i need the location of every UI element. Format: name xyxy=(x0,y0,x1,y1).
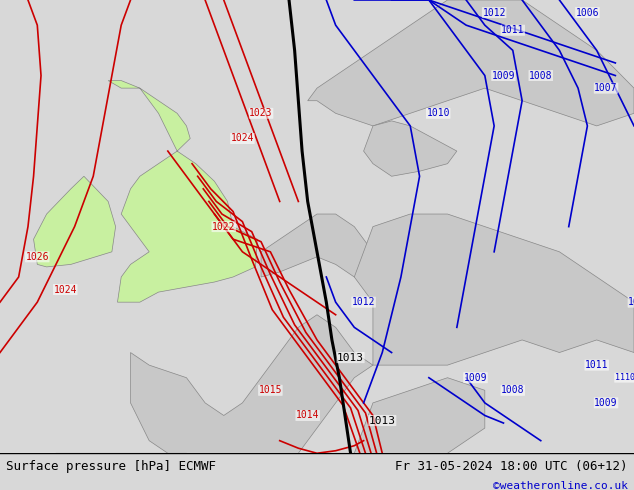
Text: 1009: 1009 xyxy=(463,373,488,383)
Polygon shape xyxy=(37,453,280,490)
Text: 10: 10 xyxy=(628,297,634,307)
Polygon shape xyxy=(364,121,457,176)
Text: 1007: 1007 xyxy=(594,83,618,93)
Text: 1009: 1009 xyxy=(594,398,618,408)
Text: Fr 31-05-2024 18:00 UTC (06+12): Fr 31-05-2024 18:00 UTC (06+12) xyxy=(395,460,628,473)
Polygon shape xyxy=(261,214,373,277)
Text: 1008: 1008 xyxy=(501,385,524,395)
Text: 1024: 1024 xyxy=(231,133,254,144)
Text: 1110: 1110 xyxy=(615,373,634,382)
Text: 1012: 1012 xyxy=(352,297,375,307)
Text: ©weatheronline.co.uk: ©weatheronline.co.uk xyxy=(493,481,628,490)
Text: 1013: 1013 xyxy=(369,416,396,425)
Text: 1013: 1013 xyxy=(337,353,364,363)
Text: 1023: 1023 xyxy=(249,108,273,118)
Text: 1006: 1006 xyxy=(576,7,599,18)
Polygon shape xyxy=(307,0,634,126)
Text: 1015: 1015 xyxy=(259,385,282,395)
Text: 1008: 1008 xyxy=(529,71,552,80)
Text: Surface pressure [hPa] ECMWF: Surface pressure [hPa] ECMWF xyxy=(6,460,216,473)
Text: 1024: 1024 xyxy=(53,285,77,294)
Text: 1009: 1009 xyxy=(492,71,515,80)
Text: 1012: 1012 xyxy=(482,7,506,18)
Text: 1010: 1010 xyxy=(427,108,450,118)
Text: 1011: 1011 xyxy=(501,25,524,35)
Text: 1011: 1011 xyxy=(585,360,609,370)
Polygon shape xyxy=(354,214,634,365)
Polygon shape xyxy=(108,80,257,302)
Text: 1026: 1026 xyxy=(25,252,49,262)
Polygon shape xyxy=(335,378,522,490)
Text: 1022: 1022 xyxy=(212,221,235,232)
Polygon shape xyxy=(34,176,115,267)
Polygon shape xyxy=(131,315,373,478)
Text: 1014: 1014 xyxy=(296,411,320,420)
